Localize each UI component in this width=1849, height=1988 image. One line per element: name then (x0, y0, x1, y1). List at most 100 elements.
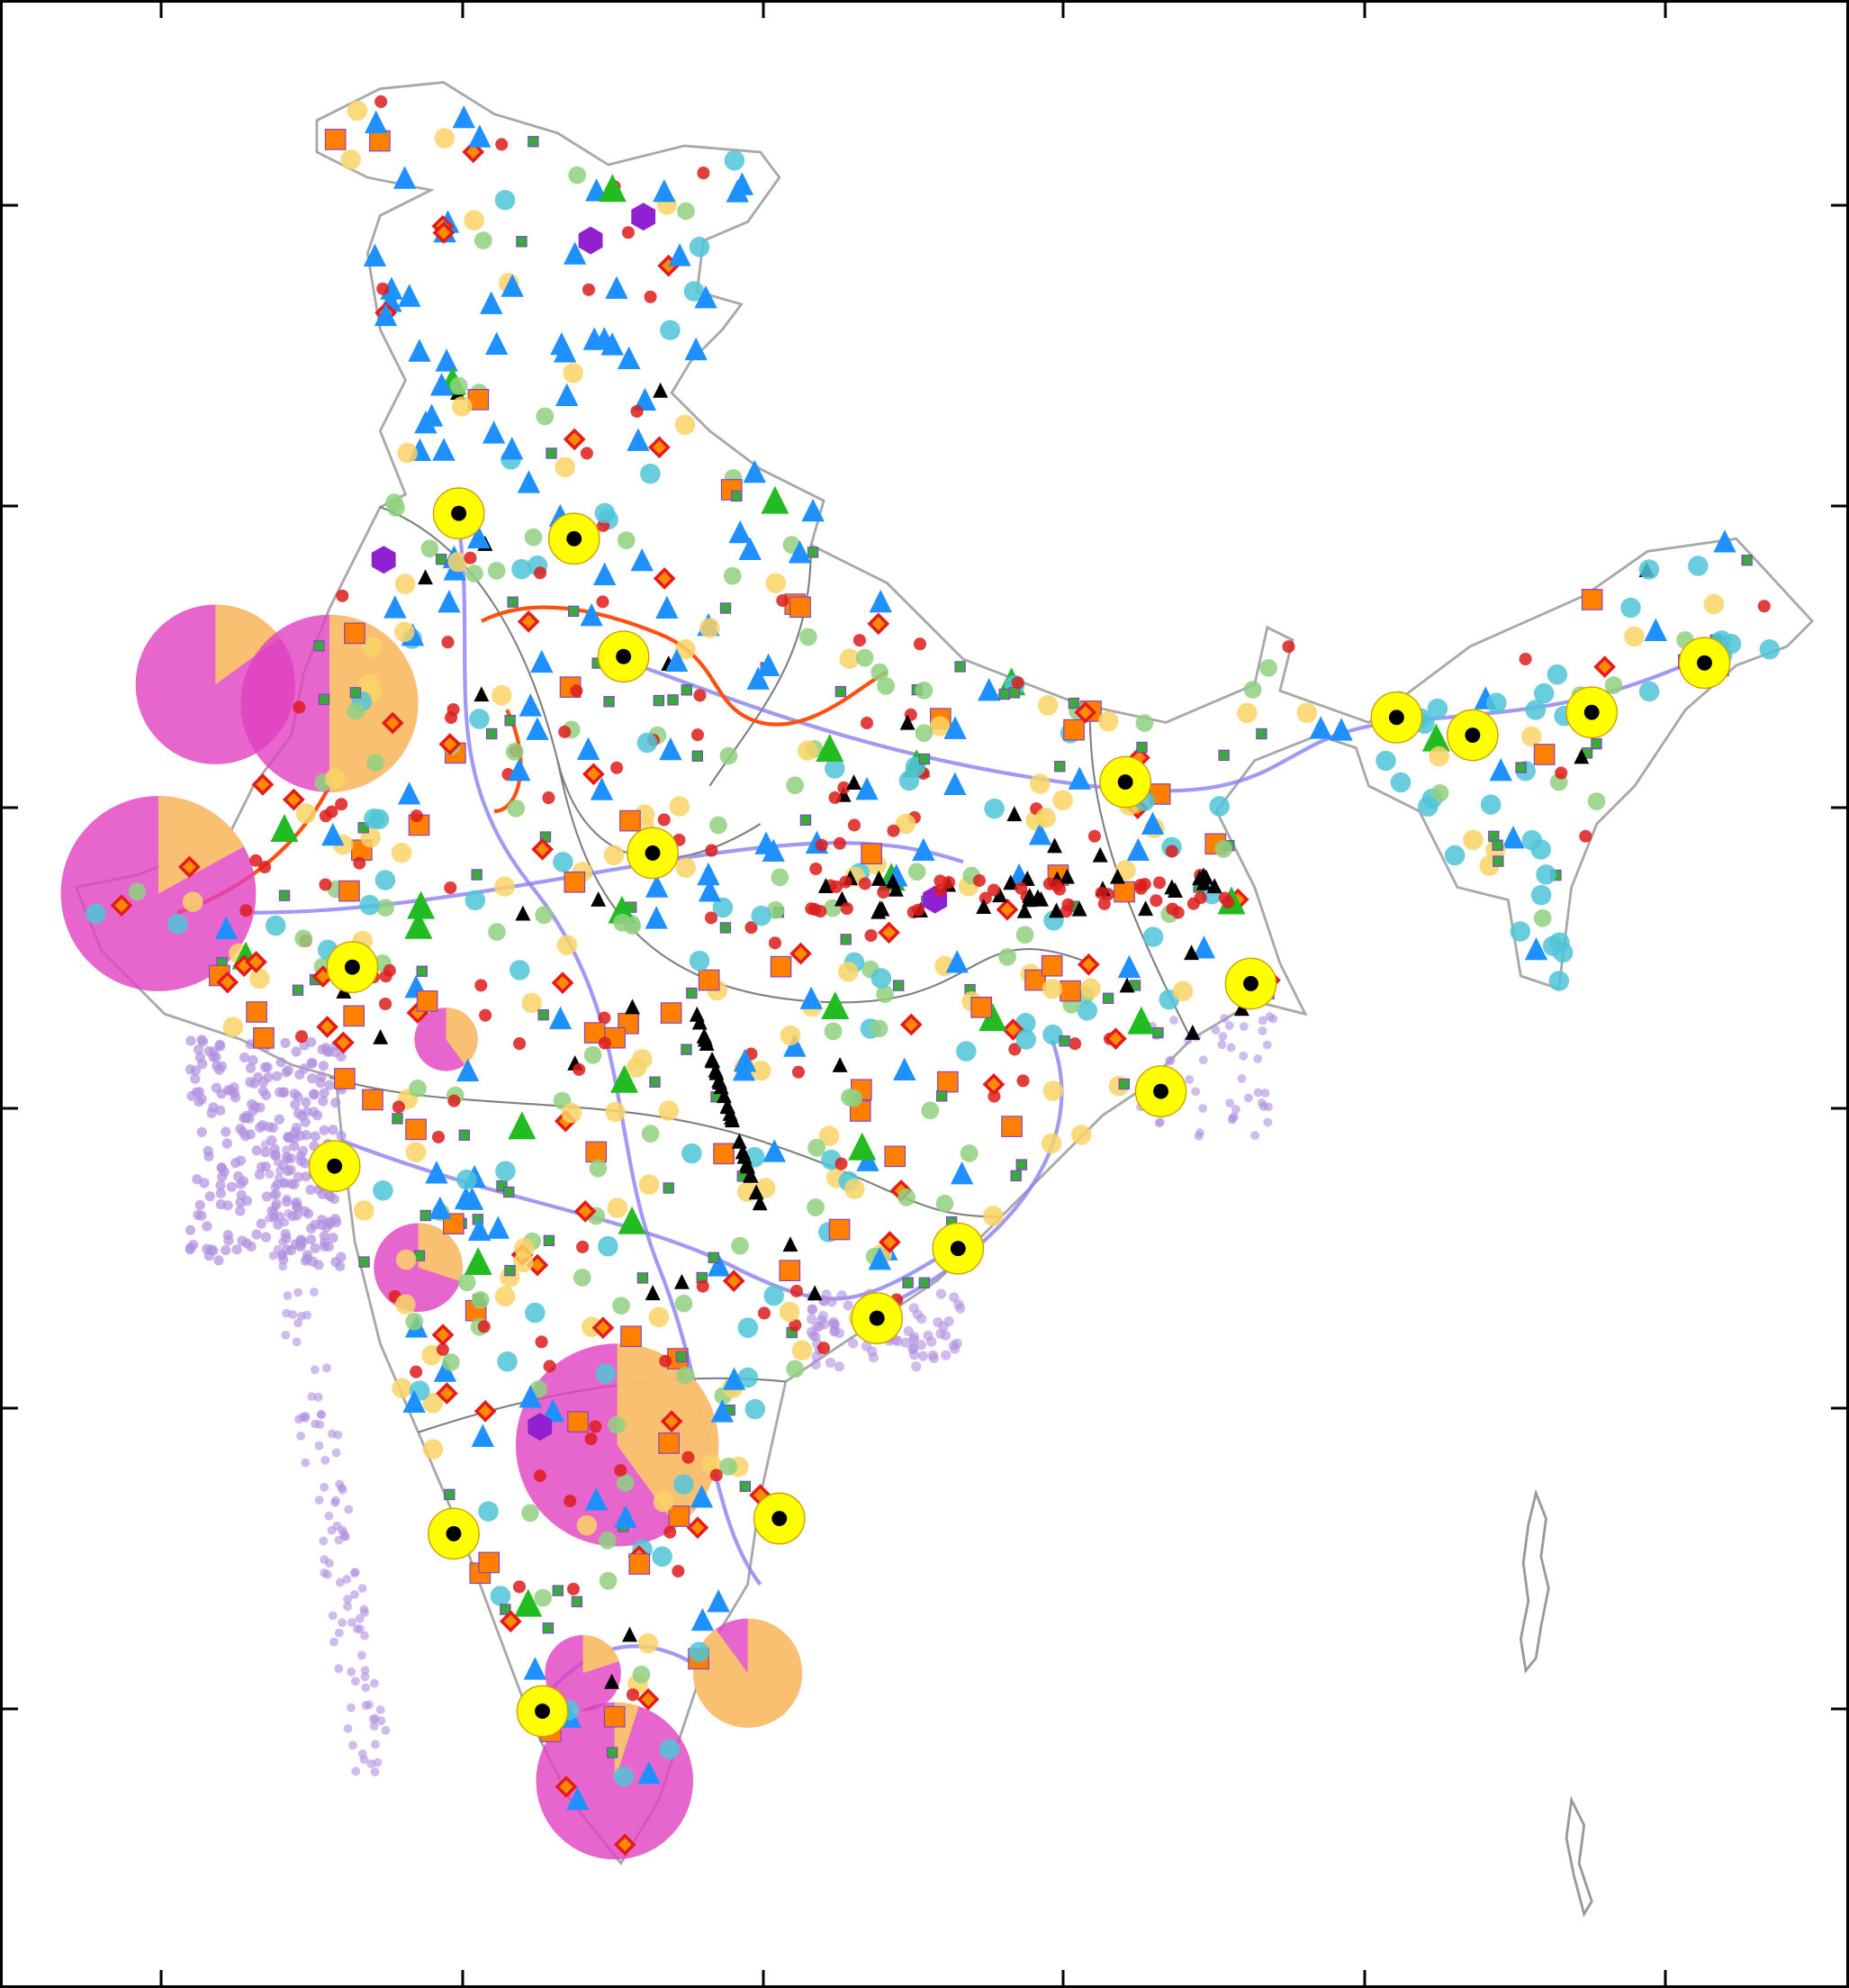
offshore-dot (203, 1145, 213, 1157)
offshore-dot (215, 1105, 226, 1116)
wind-marker (636, 732, 658, 754)
offshore-dot (274, 1114, 284, 1125)
small-plant-marker (840, 902, 853, 916)
small-plant-marker (705, 844, 718, 857)
green-marker (488, 923, 506, 941)
coal-mine-marker (992, 887, 1007, 903)
small-plant-marker (542, 791, 555, 805)
small-plant-marker (1008, 1043, 1022, 1056)
wind-marker (1486, 692, 1507, 714)
gas-marker (573, 1200, 597, 1223)
wind-marker (956, 1041, 977, 1062)
offshore-dot (280, 1217, 290, 1227)
gas-marker (563, 428, 586, 451)
small-plant-marker (829, 880, 843, 893)
small-plant-marker (589, 1420, 602, 1433)
small-plant-marker (943, 876, 956, 890)
small-plant-marker (1519, 652, 1532, 666)
small-plant-marker (621, 226, 635, 239)
offshore-dot (306, 1036, 317, 1047)
biomass-marker (357, 822, 369, 834)
offshore-dot (269, 1212, 279, 1222)
hydro-marker (1524, 936, 1548, 961)
green-marker (907, 863, 926, 881)
wind-marker (652, 1546, 672, 1568)
small-plant-marker (431, 1130, 446, 1143)
offshore-dot (278, 1261, 288, 1271)
thermal-marker (861, 843, 882, 865)
offshore-dot (269, 1189, 278, 1199)
nuclear-core (1153, 1083, 1168, 1099)
biomass-marker (935, 1090, 948, 1102)
offshore-dot (293, 1171, 304, 1182)
green-marker (709, 816, 727, 835)
hydro-marker (452, 104, 475, 129)
offshore-dot (313, 1392, 323, 1402)
solar-marker (605, 1101, 626, 1123)
hydro-marker (762, 1139, 786, 1162)
offshore-dot (338, 1528, 348, 1538)
andaman-islands (1519, 1488, 1593, 1918)
offshore-dot (1211, 1026, 1221, 1035)
green-marker (1587, 792, 1606, 810)
small-plant-marker (815, 838, 828, 852)
green-marker (632, 1665, 651, 1684)
hydro-marker (653, 179, 676, 203)
offshore-dot (320, 1568, 329, 1577)
offshore-dot (216, 1162, 227, 1173)
wind-marker (594, 502, 616, 524)
offshore-dot (226, 1181, 237, 1192)
green-marker (877, 677, 896, 695)
offshore-dot (199, 1178, 210, 1188)
small-plant-marker (847, 818, 861, 832)
small-plant-marker (809, 862, 823, 876)
biomass-marker (1493, 855, 1504, 867)
solar-marker (669, 796, 690, 817)
thermal-marker (478, 1551, 501, 1574)
solar-marker (1703, 593, 1725, 615)
small-plant-marker (791, 1065, 806, 1079)
thermal-marker (1063, 718, 1085, 741)
hydro-marker (799, 986, 823, 1009)
green-marker (613, 913, 631, 932)
hydro-marker (645, 906, 668, 929)
hydro-marker (730, 172, 754, 195)
gas-marker (899, 1013, 923, 1036)
offshore-dot (1257, 1098, 1267, 1107)
offshore-dot (359, 1755, 369, 1765)
nuclear-core (535, 1703, 550, 1719)
gas-marker (282, 788, 305, 811)
offshore-dot (213, 1255, 224, 1266)
offshore-dot (1224, 1021, 1234, 1030)
green-marker (387, 498, 405, 517)
wind-marker (359, 894, 380, 916)
biomass-marker (653, 694, 665, 707)
green-marker (855, 648, 874, 667)
offshore-dot (260, 1140, 270, 1150)
coal-mine-marker (1184, 944, 1200, 961)
offshore-dot (282, 1194, 292, 1204)
solar-marker (340, 149, 361, 170)
offshore-dot (350, 1568, 360, 1577)
offshore-dot (806, 1314, 817, 1324)
offshore-dot (293, 1318, 302, 1328)
coal-mine-marker (720, 1098, 735, 1115)
small-plant-marker (335, 798, 348, 811)
green-marker (824, 1022, 843, 1041)
nuclear-core (1465, 727, 1481, 743)
offshore-dot (310, 1288, 319, 1297)
hydro-marker (584, 1487, 609, 1511)
wind-marker (681, 1143, 702, 1164)
offshore-dot (235, 1197, 246, 1208)
offshore-dot (254, 1170, 266, 1180)
offshore-dot (245, 1077, 256, 1088)
offshore-dot (316, 1071, 327, 1082)
gas-marker (555, 1776, 578, 1798)
offshore-dot (1198, 1104, 1208, 1113)
small-plant-marker (789, 1284, 803, 1297)
offshore-dot (289, 1089, 300, 1099)
wind-marker (870, 968, 892, 989)
small-plant-marker (663, 1525, 677, 1539)
solar-marker (632, 1049, 653, 1070)
biomass-marker (496, 1179, 508, 1192)
